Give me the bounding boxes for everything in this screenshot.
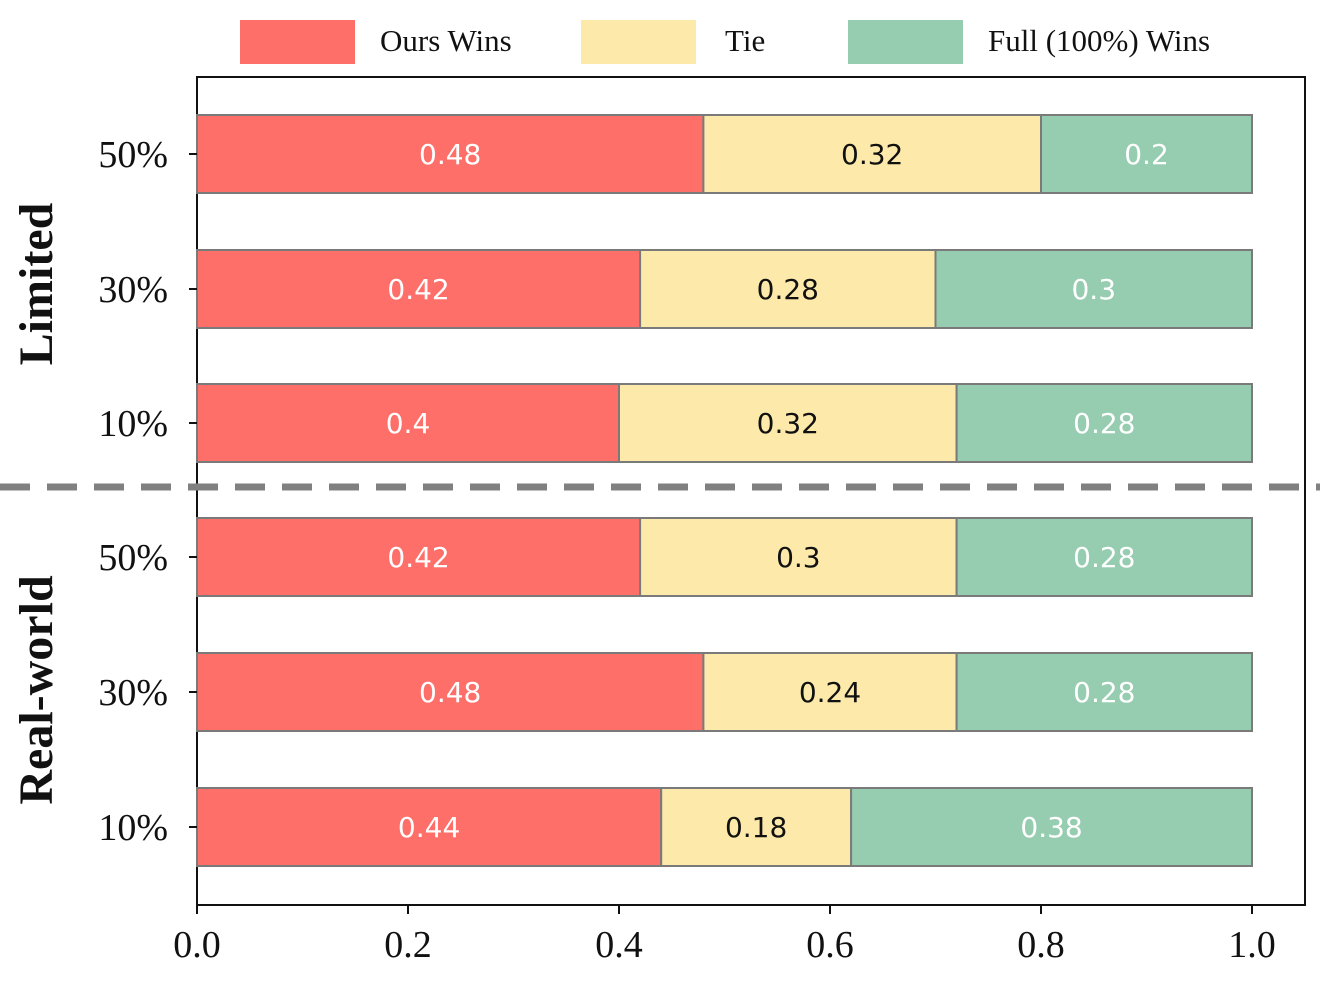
bar-value-label: 0.3 — [776, 541, 821, 574]
legend-swatch-full — [848, 20, 963, 64]
bar-segment-full — [934, 249, 1253, 329]
bar-value-label: 0.3 — [1071, 273, 1116, 306]
legend-swatch-tie — [581, 20, 696, 64]
bar-value-label: 0.32 — [841, 138, 903, 171]
group-label: Real-world — [10, 575, 63, 805]
legend-label: Tie — [725, 23, 765, 58]
bar-value-label: 0.48 — [419, 138, 481, 171]
x-tick-label: 0.4 — [595, 924, 643, 966]
x-tick-label: 0.0 — [173, 924, 221, 966]
x-tick-label: 0.2 — [384, 924, 432, 966]
x-tick-label: 0.6 — [806, 924, 854, 966]
x-tick-label: 1.0 — [1228, 924, 1276, 966]
bar-value-label: 0.48 — [419, 676, 481, 709]
bar-segment-tie — [702, 652, 958, 732]
group-labels: Limited Real-world — [10, 202, 63, 804]
bar-segment-full — [955, 383, 1253, 463]
y-tick-label: 50% — [98, 537, 168, 579]
bar-segment-ours — [196, 114, 705, 194]
bar-value-label: 0.18 — [725, 811, 787, 844]
legend-label: Full (100%) Wins — [988, 23, 1210, 58]
bar-value-label: 0.42 — [387, 541, 449, 574]
x-tick-label: 0.8 — [1017, 924, 1065, 966]
bar-value-label: 0.42 — [387, 273, 449, 306]
bar-value-label: 0.28 — [1073, 541, 1135, 574]
legend-label: Ours Wins — [380, 23, 512, 58]
bar-segment-full — [955, 652, 1253, 732]
legend-swatch-ours — [240, 20, 355, 64]
bar-segment-tie — [639, 517, 958, 597]
bar-segment-tie — [618, 383, 958, 463]
y-tick-label: 10% — [98, 807, 168, 849]
bar-segment-ours — [196, 249, 642, 329]
y-tick-label: 30% — [98, 269, 168, 311]
bar-value-label: 0.38 — [1020, 811, 1082, 844]
bar-value-label: 0.4 — [386, 407, 431, 440]
bars: 0.48 0.32 0.2 0.42 0.28 0.3 0.4 0.32 0.28 0.42 0.3… — [196, 114, 1253, 867]
y-tick-label: 50% — [98, 134, 168, 176]
y-axis: 50% 30% 10% 50% 30% 10% — [98, 134, 197, 849]
bar-segment-ours — [196, 787, 663, 867]
bar-value-label: 0.24 — [799, 676, 861, 709]
legend: Ours Wins Tie Full (100%) Wins — [240, 20, 1210, 64]
x-axis: 0.0 0.2 0.4 0.6 0.8 1.0 — [173, 905, 1276, 966]
bar-segment-tie — [660, 787, 853, 867]
bar-segment-full — [850, 787, 1253, 867]
bar-value-label: 0.2 — [1124, 138, 1169, 171]
bar-segment-full — [1040, 114, 1253, 194]
bar-value-label: 0.28 — [757, 273, 819, 306]
bar-segment-tie — [702, 114, 1043, 194]
bar-segment-ours — [196, 383, 620, 463]
bar-value-label: 0.28 — [1073, 407, 1135, 440]
bar-value-label: 0.32 — [757, 407, 819, 440]
bar-value-label: 0.28 — [1073, 676, 1135, 709]
y-tick-label: 30% — [98, 672, 168, 714]
bar-segment-full — [955, 517, 1253, 597]
group-label: Limited — [10, 202, 63, 365]
bar-value-label: 0.44 — [398, 811, 460, 844]
plot-area — [0, 76, 1320, 906]
plot-frame — [196, 76, 1306, 906]
y-tick-label: 10% — [98, 403, 168, 445]
